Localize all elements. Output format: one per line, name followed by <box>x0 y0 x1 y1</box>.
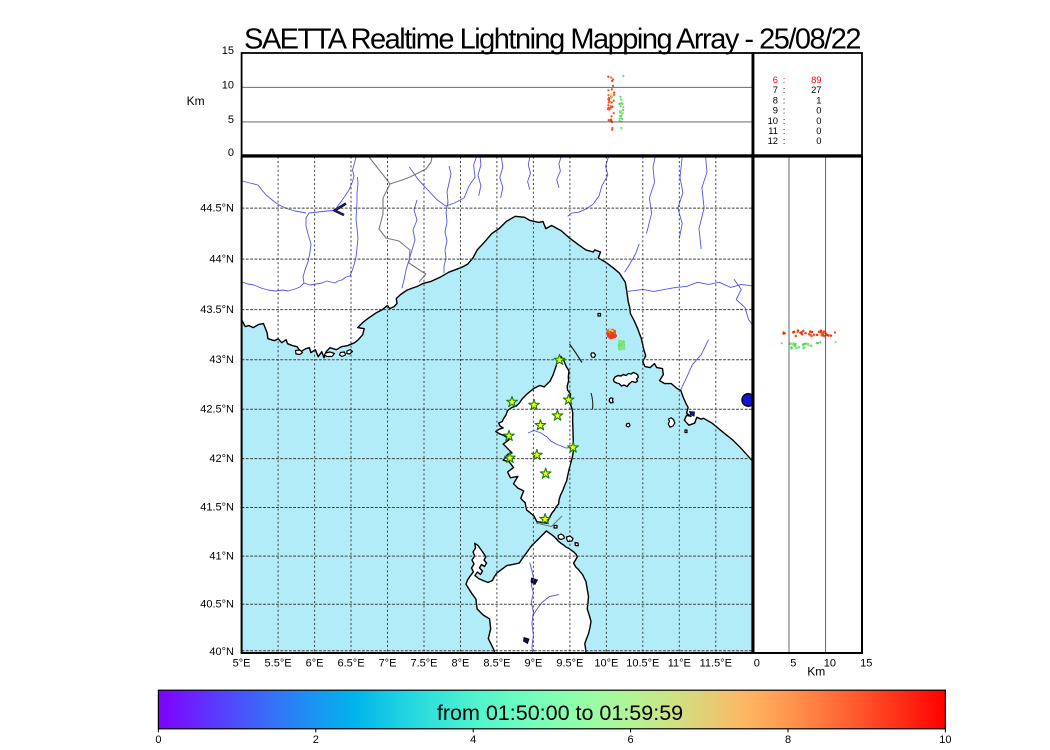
svg-text:0: 0 <box>816 115 821 126</box>
svg-text:43.5°N: 43.5°N <box>200 304 234 316</box>
svg-text:Km: Km <box>187 94 205 108</box>
svg-text:SAETTA Realtime Lightning Mapp: SAETTA Realtime Lightning Mapping Array … <box>244 23 860 55</box>
svg-text:12: 12 <box>768 135 778 146</box>
svg-text:42°N: 42°N <box>209 453 234 465</box>
svg-text:6.5°E: 6.5°E <box>338 658 365 670</box>
svg-text:6: 6 <box>628 734 634 746</box>
svg-text:7: 7 <box>773 84 778 95</box>
svg-text:89: 89 <box>811 74 821 85</box>
svg-text:1: 1 <box>816 94 821 105</box>
svg-text:5: 5 <box>790 658 796 670</box>
svg-text:9: 9 <box>773 105 778 116</box>
svg-text:43°N: 43°N <box>209 354 234 366</box>
svg-text::: : <box>783 125 786 136</box>
svg-text:Km: Km <box>807 665 825 679</box>
svg-text:5.5°E: 5.5°E <box>265 658 292 670</box>
svg-text:8: 8 <box>773 94 778 105</box>
svg-text:41°N: 41°N <box>209 550 234 562</box>
svg-text:27: 27 <box>811 84 821 95</box>
svg-text:0: 0 <box>155 734 161 746</box>
svg-text:44°N: 44°N <box>209 253 234 265</box>
svg-text:11: 11 <box>768 125 778 136</box>
svg-text:8: 8 <box>785 734 791 746</box>
svg-text:41.5°N: 41.5°N <box>200 502 234 514</box>
svg-text:10: 10 <box>824 658 836 670</box>
svg-text::: : <box>783 74 786 85</box>
svg-text:8.5°E: 8.5°E <box>483 658 510 670</box>
svg-text:4: 4 <box>470 734 476 746</box>
svg-text:15: 15 <box>222 45 234 57</box>
svg-text:9.5°E: 9.5°E <box>556 658 583 670</box>
svg-text:10°E: 10°E <box>594 658 618 670</box>
svg-text:15: 15 <box>860 658 872 670</box>
svg-text:5°E: 5°E <box>233 658 251 670</box>
svg-text:40°N: 40°N <box>209 646 234 658</box>
svg-text:11.5°E: 11.5°E <box>700 658 732 670</box>
svg-text:9°E: 9°E <box>524 658 542 670</box>
svg-text:7.5°E: 7.5°E <box>410 658 437 670</box>
svg-text:2: 2 <box>313 734 319 746</box>
svg-text::: : <box>783 105 786 116</box>
svg-text:8°E: 8°E <box>452 658 470 670</box>
svg-text::: : <box>783 94 786 105</box>
svg-text:11°E: 11°E <box>668 658 691 670</box>
svg-text:5: 5 <box>228 114 234 126</box>
svg-text:10: 10 <box>768 115 778 126</box>
svg-text:42.5°N: 42.5°N <box>200 404 234 416</box>
svg-text:0: 0 <box>816 105 821 116</box>
svg-text:44.5°N: 44.5°N <box>200 202 234 214</box>
svg-text::: : <box>783 115 786 126</box>
svg-text::: : <box>783 135 786 146</box>
svg-text:6: 6 <box>773 74 778 85</box>
svg-text:from 01:50:00 to 01:59:59: from 01:50:00 to 01:59:59 <box>437 701 683 725</box>
svg-text:0: 0 <box>228 147 234 159</box>
svg-text:0: 0 <box>816 125 821 136</box>
svg-text:10.5°E: 10.5°E <box>626 658 659 670</box>
svg-text:40.5°N: 40.5°N <box>200 598 234 610</box>
svg-text:7°E: 7°E <box>379 658 397 670</box>
svg-text:0: 0 <box>816 135 821 146</box>
svg-text::: : <box>783 84 786 95</box>
svg-text:6°E: 6°E <box>306 658 324 670</box>
svg-text:10: 10 <box>939 734 951 746</box>
svg-text:10: 10 <box>222 79 234 91</box>
svg-text:0: 0 <box>754 658 760 670</box>
